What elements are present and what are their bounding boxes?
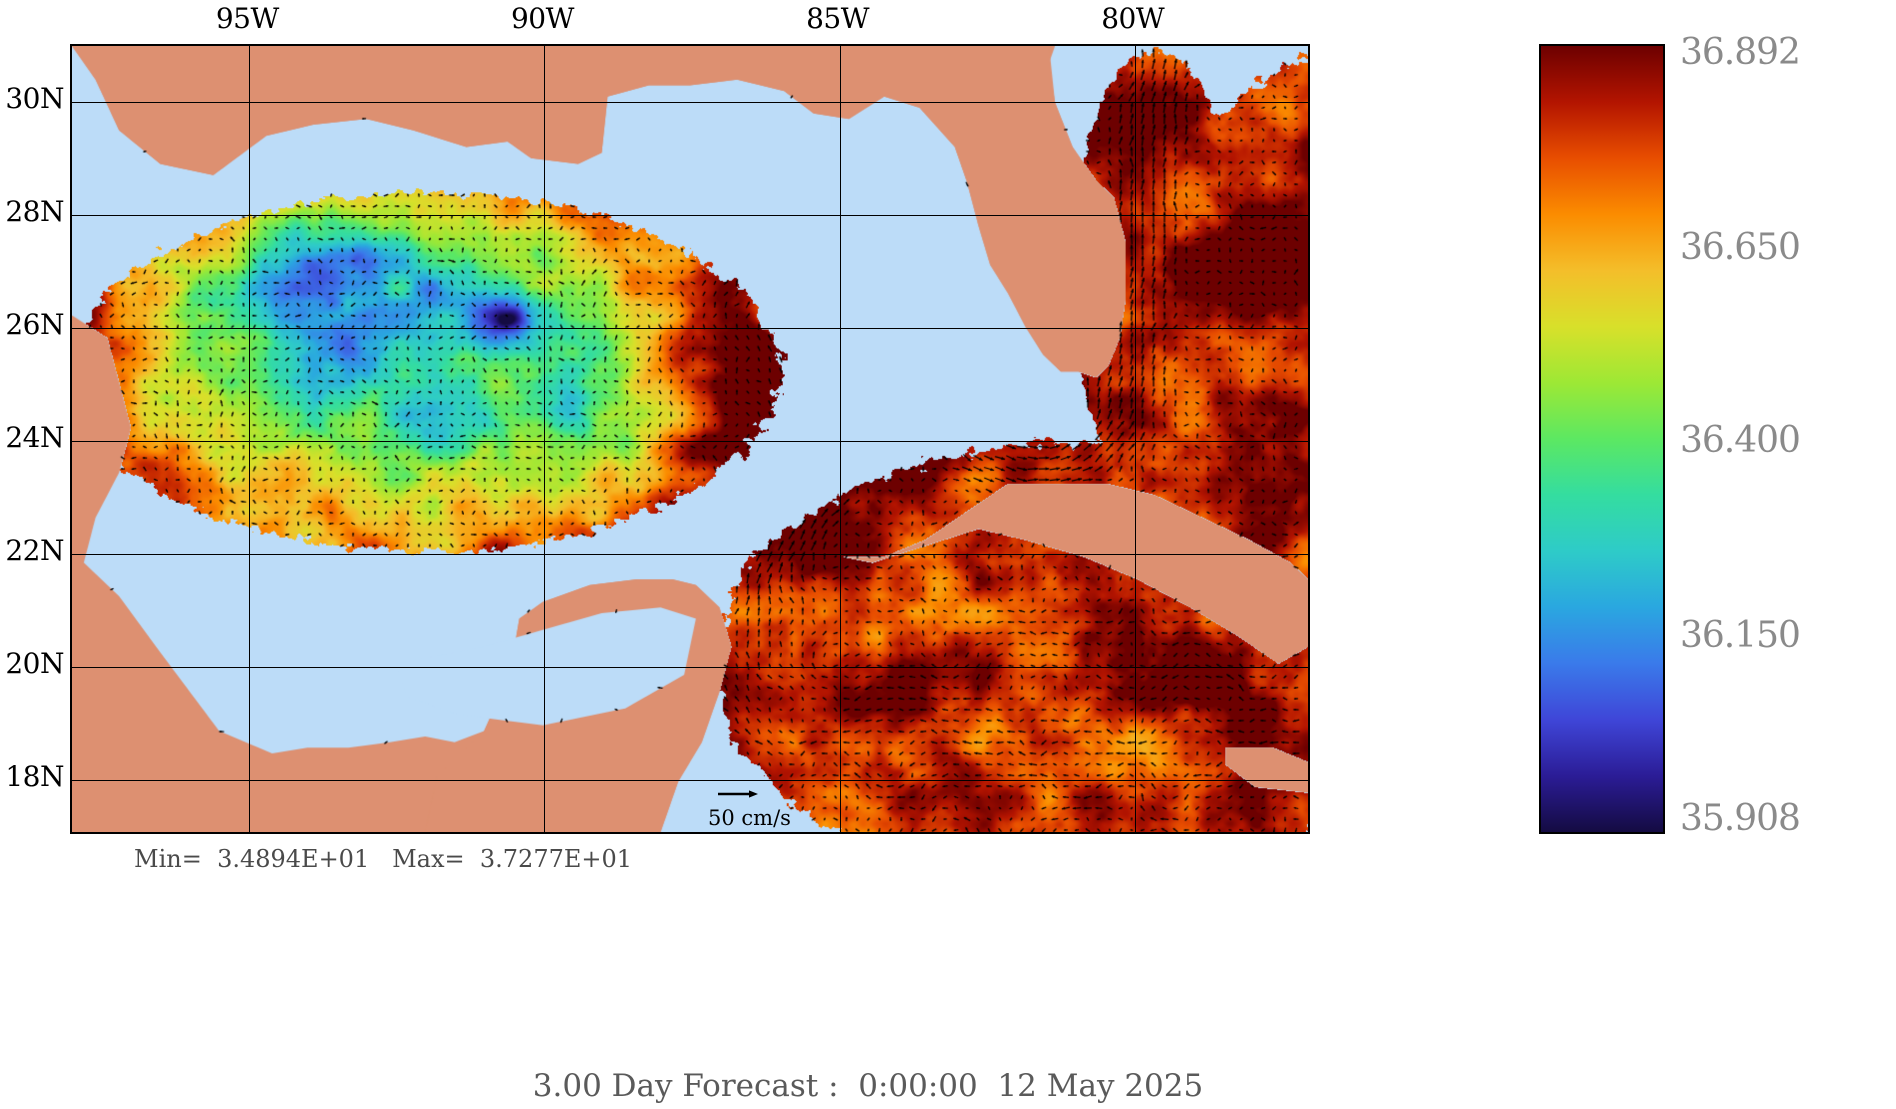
lat-tick-label: 24N bbox=[5, 421, 64, 454]
lat-tick-label: 26N bbox=[5, 308, 64, 342]
lon-tick-label: 85W bbox=[806, 2, 870, 35]
forecast-title-text: 3.00 Day Forecast : 0:00:00 12 May 2025 bbox=[532, 1068, 1204, 1104]
lat-tick-label: 20N bbox=[5, 646, 64, 680]
lat-tick-label: 28N bbox=[5, 195, 64, 229]
colorbar-tick-label: 36.400 bbox=[1680, 419, 1801, 461]
map-plot-area[interactable]: 50 cm/s bbox=[70, 44, 1310, 834]
lon-tick-label: 80W bbox=[1101, 2, 1165, 35]
colorbar-tick-label: 35.908 bbox=[1680, 798, 1801, 840]
minmax-readout: Min= 3.4894E+01 Max= 3.7277E+01 bbox=[134, 845, 633, 873]
lon-tick-label: 95W bbox=[215, 2, 279, 35]
lat-tick-label: 30N bbox=[5, 82, 64, 116]
colorbar-tick-label: 36.650 bbox=[1680, 226, 1801, 268]
lat-tick-label: 22N bbox=[5, 533, 64, 567]
colorbar-tick-label: 36.892 bbox=[1680, 31, 1801, 73]
lat-tick-label: 18N bbox=[5, 759, 64, 793]
lon-tick-label: 90W bbox=[510, 2, 574, 35]
colorbar-tick-labels: 36.892 36.650 36.400 36.150 35.908 bbox=[1680, 32, 1896, 839]
salinity-current-map bbox=[72, 46, 1308, 832]
colorbar-gradient bbox=[1539, 44, 1665, 834]
forecast-title: 3.00 Day Forecast : 0:00:00 12 May 2025 bbox=[0, 1068, 1896, 1104]
colorbar-container[interactable] bbox=[1539, 44, 1665, 834]
colorbar-tick-label: 36.150 bbox=[1680, 614, 1801, 656]
